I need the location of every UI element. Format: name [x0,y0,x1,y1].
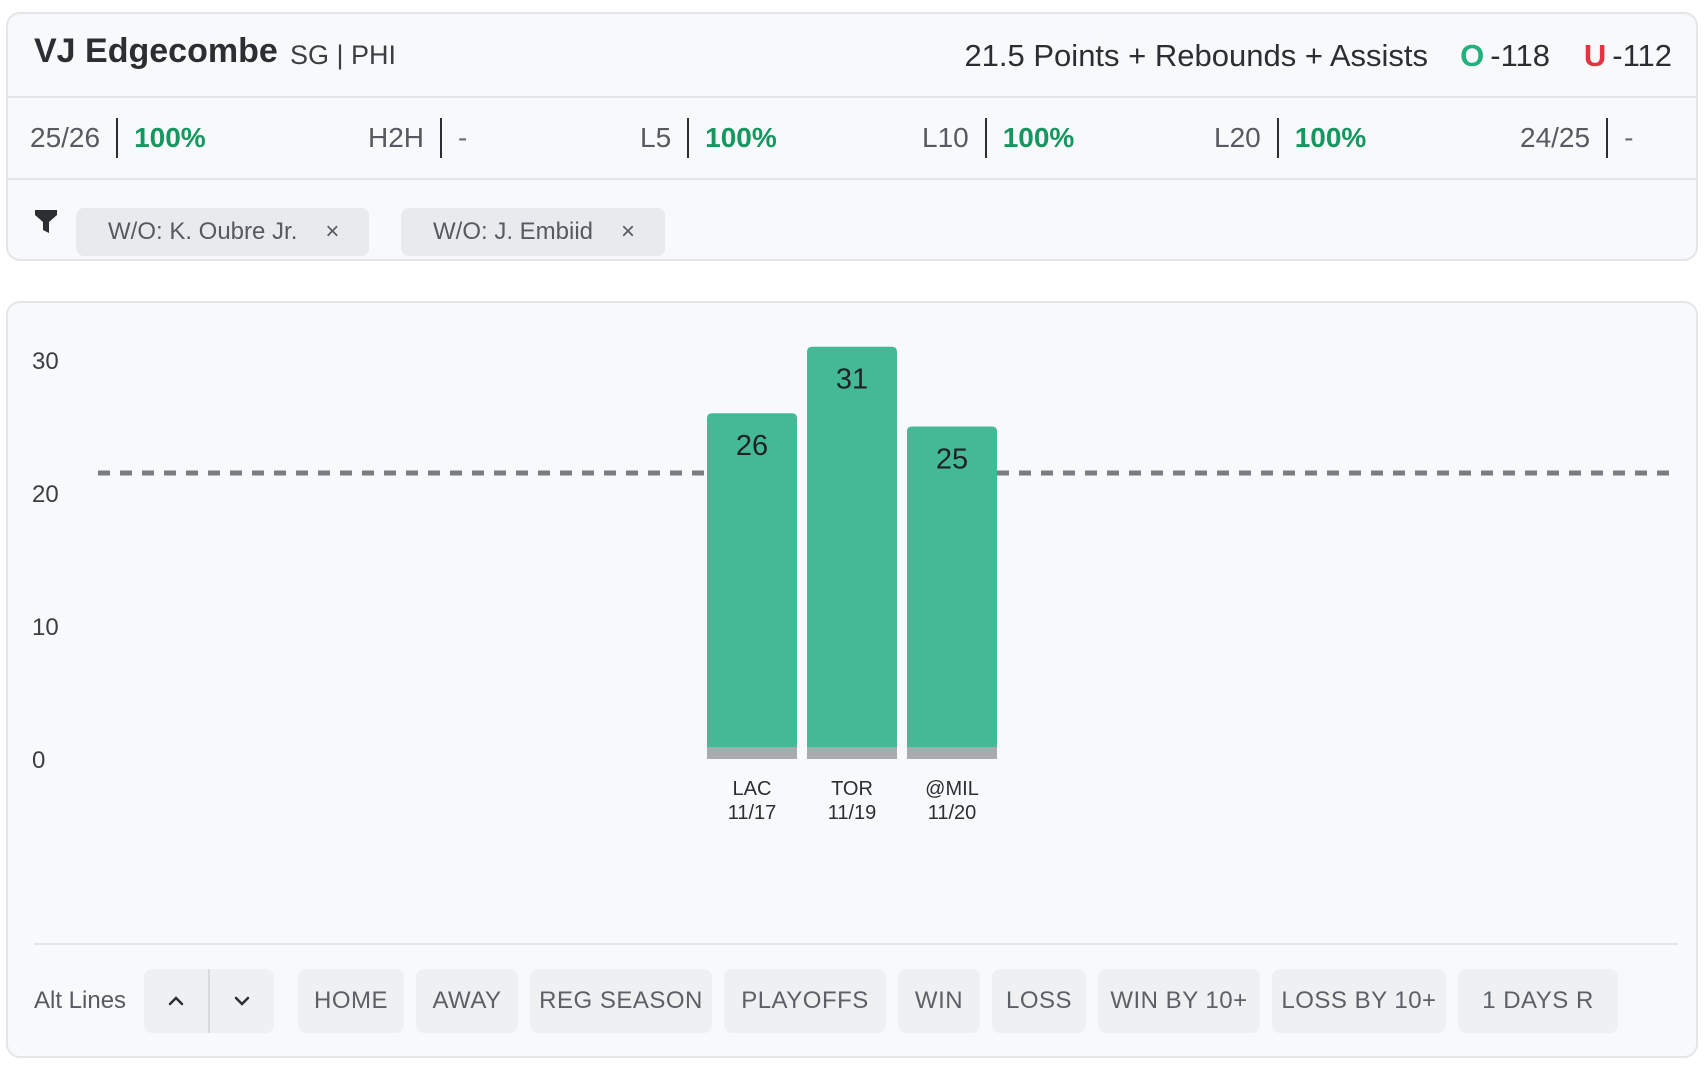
under-odds-value: -112 [1612,38,1672,73]
filter-playoffs-button[interactable]: PLAYOFFS [724,969,886,1033]
filter-chip-label: W/O: J. Embiid [433,218,594,245]
under-odds[interactable]: U -112 [1584,38,1672,74]
stat-value: - [1624,122,1634,153]
x-tick-date: 11/20 [928,802,977,824]
bar-value-label: 25 [936,444,968,476]
filter-1-days-r-button[interactable]: 1 DAYS R [1458,969,1618,1033]
stat-label: L10 [922,118,987,158]
stat-label: H2H [368,118,443,158]
filter-win-by-10-button[interactable]: WIN BY 10+ [1098,969,1260,1033]
divider [34,943,1678,945]
x-tick-opponent: TOR [831,778,873,800]
stat-value: - [458,122,468,153]
chevron-up-icon [168,996,184,1006]
x-tick-date: 11/19 [828,802,877,824]
close-icon[interactable]: × [325,218,340,245]
stat-value: 100% [1002,122,1075,153]
over-odds-value: -118 [1490,38,1550,73]
bar[interactable] [907,426,997,760]
stat-value: 100% [705,122,777,153]
player-position-team: SG | PHI [290,40,397,70]
chevron-down-icon [234,996,250,1006]
active-filters: W/O: K. Oubre Jr. × W/O: J. Embiid × [8,180,1696,261]
x-tick-opponent: @MIL [925,778,979,800]
game-log-chart-card: 0 10 20 30 26 LAC 11/17 31 TOR 11/19 25 @MIL 11/20 A… [6,301,1698,1058]
stat-label: 25/26 [30,118,119,158]
bar-base [707,747,797,759]
alt-line-up-button[interactable] [144,969,208,1033]
filter-loss-by-10-button[interactable]: LOSS BY 10+ [1272,969,1446,1033]
chart-controls: Alt Lines HOME AWAY REG SEASON PLAYOFFS WIN L… [8,969,1696,1035]
filter-loss-button[interactable]: LOSS [992,969,1086,1033]
prop-line: 21.5 Points + Rebounds + Assists [964,38,1428,73]
stat-l10[interactable]: L10 100% [922,98,1074,178]
hit-rate-stats: 25/26 100% H2H - L5 100% L10 100% L20 10… [8,98,1696,180]
title-row: VJ Edgecombe SG | PHI 21.5 Points + Rebo… [8,14,1696,98]
stat-l5[interactable]: L5 100% [640,98,777,178]
under-tag: U [1583,38,1607,73]
alt-lines-stepper [144,969,274,1033]
stat-h2h[interactable]: H2H - [368,98,467,178]
y-tick-label: 20 [32,481,59,508]
bar-base [807,747,897,759]
funnel-icon[interactable] [34,208,58,234]
over-odds[interactable]: O -118 [1460,38,1550,74]
y-tick-label: 30 [32,348,59,375]
bar-base [907,747,997,759]
filter-home-button[interactable]: HOME [298,969,404,1033]
stat-l20[interactable]: L20 100% [1214,98,1366,178]
filter-reg-season-button[interactable]: REG SEASON [530,969,712,1033]
over-tag: O [1460,38,1485,73]
close-icon[interactable]: × [621,218,636,245]
stat-value: 100% [134,122,206,153]
x-tick-date: 11/17 [728,802,777,824]
bar-value-label: 31 [836,364,868,396]
stat-value: 100% [1294,122,1367,153]
stat-last-season[interactable]: 24/25 - [1520,98,1633,178]
x-tick-opponent: LAC [733,778,772,800]
stat-label: L20 [1214,118,1279,158]
y-tick-label: 0 [32,747,45,774]
bar-value-label: 26 [736,430,768,462]
alt-line-down-button[interactable] [210,969,274,1033]
filter-win-button[interactable]: WIN [898,969,980,1033]
y-tick-label: 10 [32,614,59,641]
stat-season[interactable]: 25/26 100% [30,98,206,178]
filter-chip-oubre[interactable]: W/O: K. Oubre Jr. × [76,208,370,256]
filter-away-button[interactable]: AWAY [416,969,518,1033]
stat-label: 24/25 [1520,118,1609,158]
bar[interactable] [807,346,897,759]
stepper-divider [208,969,210,1033]
filter-chip-embiid[interactable]: W/O: J. Embiid × [401,208,666,256]
stat-label: L5 [640,118,690,158]
player-prop-card: VJ Edgecombe SG | PHI 21.5 Points + Rebo… [6,12,1698,261]
alt-lines-label: Alt Lines [34,987,127,1014]
player-name[interactable]: VJ Edgecombe [34,32,278,70]
filter-chip-label: W/O: K. Oubre Jr. [108,218,298,245]
bar[interactable] [707,413,797,759]
